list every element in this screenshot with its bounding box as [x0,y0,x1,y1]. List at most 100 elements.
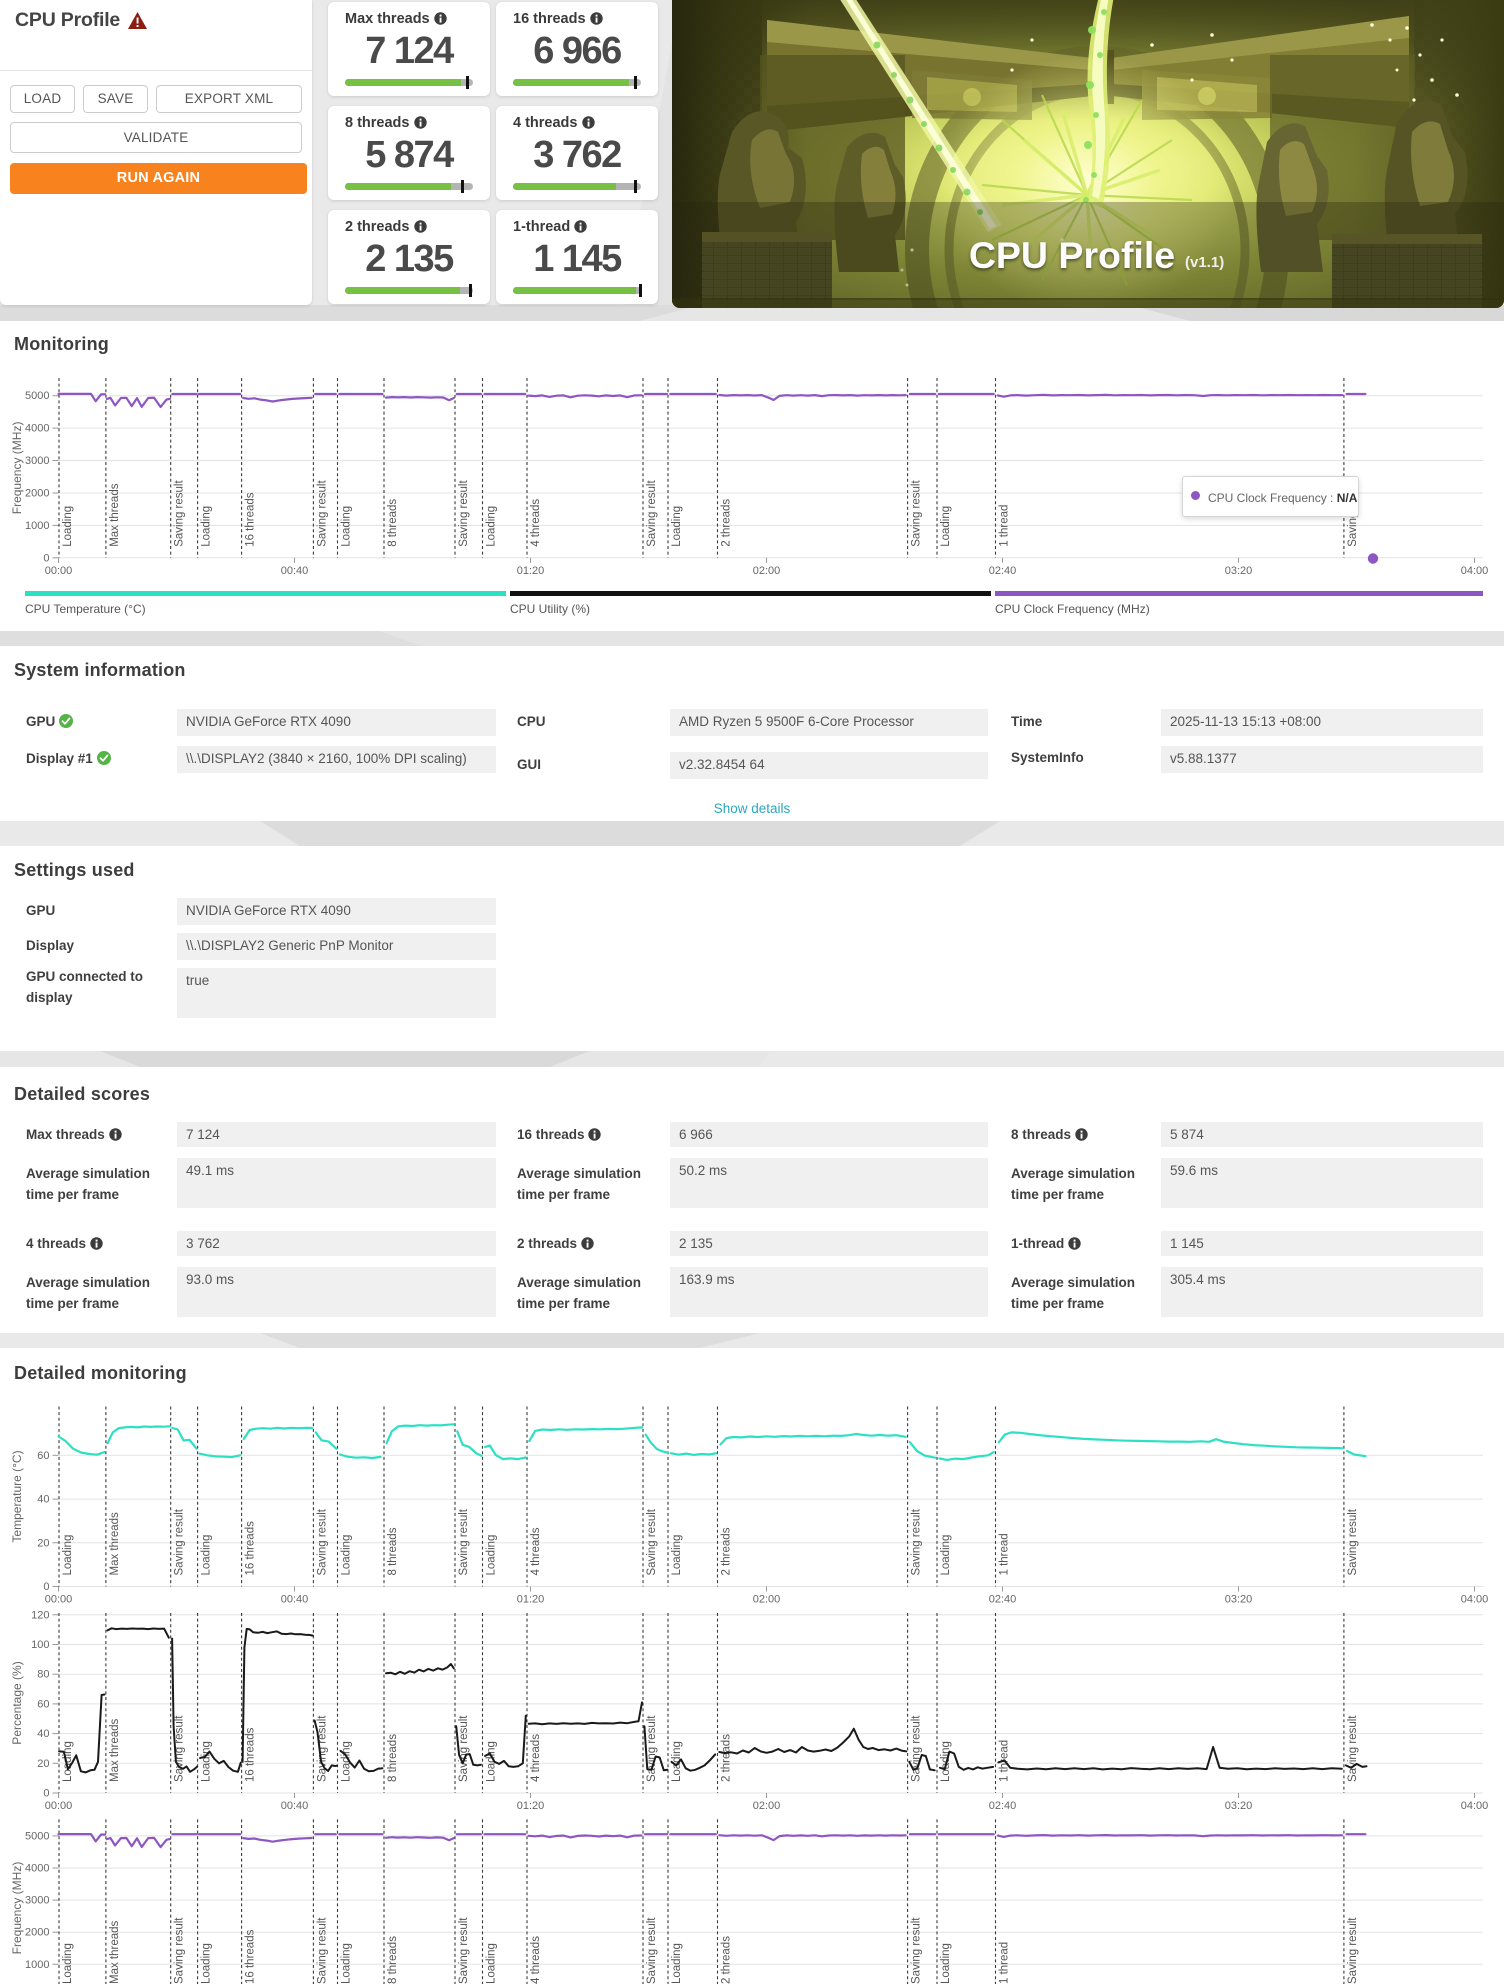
svg-text:Loading: Loading [62,1943,74,1984]
svg-text:CPU Profile: CPU Profile [969,234,1175,276]
svg-text:04:00: 04:00 [1461,565,1489,577]
svg-text:(v1.1): (v1.1) [1185,254,1224,271]
svg-text:8 threads: 8 threads [387,499,399,547]
svg-text:60: 60 [37,1698,49,1710]
svg-text:Saving result: Saving result [646,480,658,547]
svg-text:Loading: Loading [671,1943,683,1984]
svg-text:1 thread: 1 thread [999,505,1011,547]
svg-text:Saving result: Saving result [458,1715,470,1782]
svg-text:Saving result: Saving result [458,1917,470,1984]
svg-text:4 threads: 4 threads [530,1936,542,1984]
svg-text:1000: 1000 [25,520,49,532]
svg-text:Saving result: Saving result [316,1715,328,1782]
svg-text:Loading: Loading [201,1535,213,1576]
svg-text:3000: 3000 [25,455,49,467]
svg-text:00:00: 00:00 [45,1800,73,1812]
svg-text:2000: 2000 [25,488,49,500]
svg-text:00:00: 00:00 [45,1594,73,1606]
svg-text:Saving result: Saving result [1347,1917,1359,1984]
svg-text:20: 20 [37,1758,49,1770]
svg-text:4 threads: 4 threads [530,1734,542,1782]
svg-text:Loading: Loading [62,506,74,547]
svg-text:Saving result: Saving result [174,1917,186,1984]
svg-text:100: 100 [31,1639,49,1651]
svg-text:40: 40 [37,1494,49,1506]
svg-text:4 threads: 4 threads [530,1527,542,1575]
svg-text:16 threads: 16 threads [245,492,257,547]
svg-text:Saving result: Saving result [646,1715,658,1782]
svg-text:Saving result: Saving result [911,1715,923,1782]
svg-text:Loading: Loading [341,1535,353,1576]
svg-text:02:00: 02:00 [753,1594,781,1606]
svg-text:8 threads: 8 threads [387,1936,399,1984]
svg-text:60: 60 [37,1450,49,1462]
svg-text:Saving result: Saving result [911,480,923,547]
svg-text:Loading: Loading [486,1535,498,1576]
svg-text:02:40: 02:40 [989,565,1017,577]
svg-text:Loading: Loading [201,506,213,547]
svg-text:Loading: Loading [62,1535,74,1576]
svg-text:03:20: 03:20 [1225,1800,1253,1812]
svg-text:Max threads: Max threads [109,1718,121,1782]
svg-text:04:00: 04:00 [1461,1594,1489,1606]
svg-text:Loading: Loading [486,1741,498,1782]
svg-text:Loading: Loading [671,1535,683,1576]
svg-text:4000: 4000 [25,423,49,435]
svg-text:2 threads: 2 threads [721,1734,733,1782]
svg-text:0: 0 [43,552,49,564]
svg-text:Frequency (MHz): Frequency (MHz) [10,422,24,515]
svg-text:Temperature (°C): Temperature (°C) [10,1450,24,1542]
svg-text:02:40: 02:40 [989,1800,1017,1812]
svg-text:Loading: Loading [341,506,353,547]
svg-text:00:40: 00:40 [281,565,309,577]
svg-text:1000: 1000 [25,1959,49,1971]
svg-text:1 thread: 1 thread [999,1533,1011,1575]
svg-text:Saving result: Saving result [646,1508,658,1575]
svg-text:5000: 5000 [25,1830,49,1842]
svg-text:2 threads: 2 threads [721,1527,733,1575]
svg-text:120: 120 [31,1609,49,1621]
svg-text:Saving result: Saving result [646,1917,658,1984]
svg-text:02:00: 02:00 [753,1800,781,1812]
svg-text:3000: 3000 [25,1895,49,1907]
svg-text:Saving result: Saving result [316,1508,328,1575]
svg-text:2 threads: 2 threads [721,1936,733,1984]
svg-text:03:20: 03:20 [1225,1594,1253,1606]
svg-text:4 threads: 4 threads [530,499,542,547]
svg-text:5000: 5000 [25,390,49,402]
svg-text:1 thread: 1 thread [999,1942,1011,1984]
svg-text:Saving result: Saving result [911,1917,923,1984]
svg-text:Loading: Loading [62,1741,74,1782]
svg-text:Loading: Loading [486,1943,498,1984]
svg-text:Max threads: Max threads [109,1920,121,1984]
svg-text:0: 0 [43,1581,49,1593]
svg-text:03:20: 03:20 [1225,565,1253,577]
svg-text:Loading: Loading [486,506,498,547]
svg-text:Loading: Loading [940,506,952,547]
svg-text:Saving result: Saving result [174,1715,186,1782]
svg-text:20: 20 [37,1537,49,1549]
svg-text:Loading: Loading [201,1741,213,1782]
svg-text:16 threads: 16 threads [245,1929,257,1984]
svg-text:8 threads: 8 threads [387,1734,399,1782]
svg-text:00:40: 00:40 [281,1800,309,1812]
svg-text:04:00: 04:00 [1461,1800,1489,1812]
svg-text:02:00: 02:00 [753,565,781,577]
svg-text:8 threads: 8 threads [387,1527,399,1575]
svg-text:Saving result: Saving result [174,1508,186,1575]
svg-text:Saving result: Saving result [1347,1508,1359,1575]
svg-text:01:20: 01:20 [517,1594,545,1606]
svg-text:16 threads: 16 threads [245,1727,257,1782]
svg-text:Saving result: Saving result [1347,1715,1359,1782]
svg-text:Saving result: Saving result [911,1508,923,1575]
svg-text:Saving result: Saving result [316,1917,328,1984]
svg-text:Loading: Loading [671,506,683,547]
svg-text:Max threads: Max threads [109,483,121,547]
svg-text:Loading: Loading [341,1741,353,1782]
svg-text:0: 0 [43,1788,49,1800]
svg-text:00:00: 00:00 [45,565,73,577]
svg-text:Saving result: Saving result [458,480,470,547]
svg-text:Saving result: Saving result [316,480,328,547]
svg-text:00:40: 00:40 [281,1594,309,1606]
svg-text:Max threads: Max threads [109,1512,121,1576]
